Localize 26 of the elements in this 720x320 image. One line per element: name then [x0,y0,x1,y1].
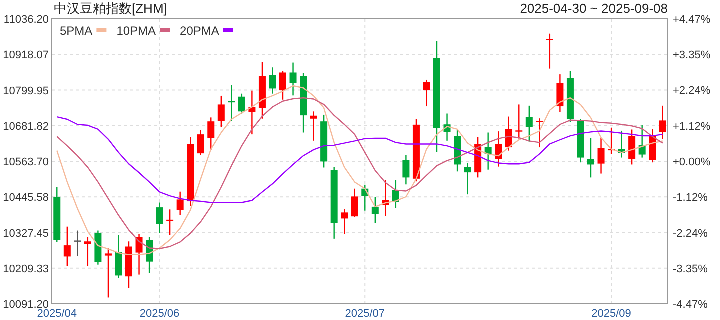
y2-tick-label: -3.35% [673,263,708,276]
x-tick-label: 2025/06 [140,308,180,320]
chart-title: 中汉豆粕指数[ZHM] [54,1,168,16]
x-tick-label: 2025/04 [37,308,78,320]
y-tick-label: 10327.45 [3,228,49,240]
y2-tick-label: -2.24% [673,228,708,240]
y2-tick-label: +1.12% [673,120,711,133]
legend-label: 5PMA [60,24,93,38]
y2-tick-label: +0.00% [673,156,711,168]
chart-subtitle: 2025-04-30 ~ 2025-09-08 [520,1,668,16]
y2-tick-label: -4.47% [673,299,708,311]
y2-tick-label: +3.35% [673,50,711,62]
y-tick-label: 10681.82 [3,120,49,133]
y-tick-label: 10918.07 [3,50,49,62]
y-tick-label: 10563.70 [3,156,49,168]
x-tick-label: 2025/09 [592,308,632,320]
y-tick-label: 11036.20 [4,14,49,26]
y-tick-label: 10445.58 [3,192,49,204]
y-tick-label: 10799.95 [3,85,49,98]
y2-tick-label: +4.47% [673,14,711,26]
legend-label: 20PMA [180,24,220,38]
y2-tick-label: -1.12% [673,192,708,204]
y-tick-label: 10209.33 [3,263,49,276]
legend-label: 10PMA [116,24,156,38]
x-tick-label: 2025/07 [345,308,386,320]
y2-tick-label: +2.24% [673,85,711,98]
